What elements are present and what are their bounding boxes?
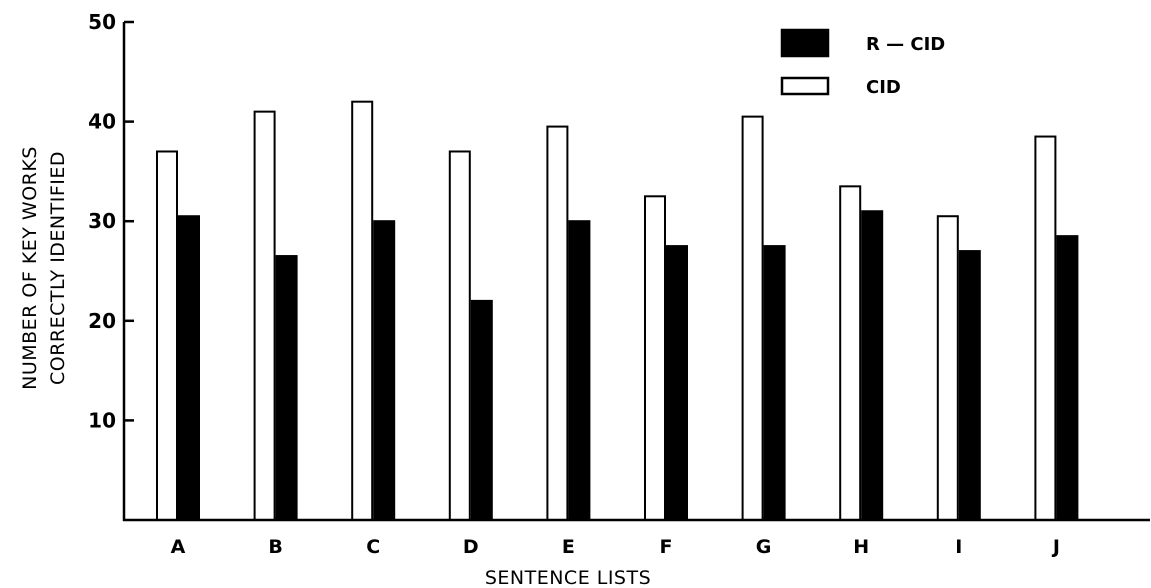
bar-cid (644, 195, 666, 522)
bar-cid (839, 185, 862, 521)
x-category-label: H (853, 536, 869, 558)
x-category-label: I (955, 536, 962, 558)
bar-cid (448, 150, 471, 521)
x-category-label: B (268, 536, 282, 558)
x-category-label: E (562, 536, 575, 558)
bar-r-cid (373, 220, 396, 521)
y-tick-label: 10 (88, 408, 116, 432)
y-tick-label: 50 (88, 10, 116, 34)
x-category-label: D (463, 536, 479, 558)
y-tick-label: 40 (88, 110, 116, 134)
legend-label: R — CID (866, 34, 945, 55)
legend-swatch (780, 28, 830, 58)
bar-cid (253, 110, 276, 521)
legend-label: CID (866, 77, 901, 98)
bar-r-cid (568, 220, 591, 521)
bar-r-cid (861, 210, 884, 522)
bar-cid (936, 215, 959, 521)
bar-cid (741, 115, 764, 522)
bar-r-cid (275, 255, 298, 521)
x-category-label: A (171, 536, 186, 558)
bars-layer (156, 100, 1079, 522)
x-category-labels-layer: A B C D E F G H I J (171, 536, 1060, 558)
bar-cid (156, 150, 178, 521)
x-category-label: G (756, 536, 772, 558)
y-tick-label: 20 (88, 309, 116, 333)
bar-r-cid (1056, 235, 1079, 521)
bar-r-cid (178, 215, 200, 521)
y-axis-title-line-2: CORRECTLY IDENTIFIED (47, 151, 69, 385)
bar-r-cid (666, 245, 688, 521)
bar-r-cid (958, 250, 981, 522)
bar-r-cid (763, 245, 786, 521)
x-category-label: J (1051, 536, 1060, 558)
bar-cid (1034, 135, 1057, 521)
x-axis-title: SENTENCE LISTS (485, 567, 651, 588)
x-category-label: C (366, 536, 380, 558)
bar-r-cid (470, 299, 493, 521)
x-category-label: F (660, 536, 673, 558)
bar-cid (546, 125, 569, 522)
bar-cid (351, 100, 374, 522)
legend: R — CID CID (780, 28, 945, 98)
y-ticks-layer: 10 20 30 40 50 (88, 10, 134, 432)
y-tick-label: 30 (88, 209, 116, 233)
y-axis-title-line-1: NUMBER OF KEY WORKS (19, 146, 41, 390)
legend-swatch (780, 76, 830, 96)
